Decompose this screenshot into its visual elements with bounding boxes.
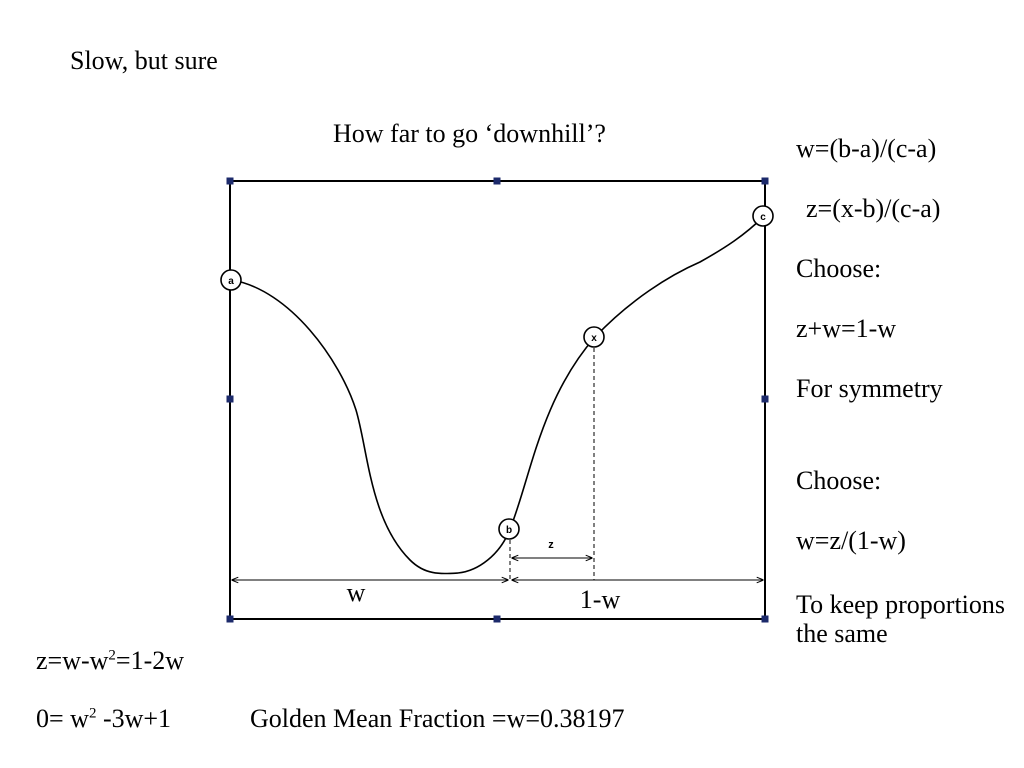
point-c-marker: c — [752, 205, 774, 227]
z-equation: z=w-w2=1-2w — [36, 648, 184, 674]
symmetry-equation: z+w=1-w — [796, 314, 897, 343]
handle-middle-right — [761, 395, 769, 403]
z-equation-lhs: z=w-w — [36, 646, 109, 675]
handle-middle-left — [226, 395, 234, 403]
z-equation-exponent: 2 — [108, 647, 116, 664]
diagram-frame — [229, 180, 766, 620]
point-c-label: c — [760, 212, 766, 223]
quadratic-lhs: 0= w — [36, 704, 89, 733]
golden-mean-result: Golden Mean Fraction =w=0.38197 — [250, 704, 625, 733]
proportion-note: To keep proportions the same — [796, 590, 1006, 649]
proportion-equation: w=z/(1-w) — [796, 526, 906, 555]
symmetry-note: For symmetry — [796, 374, 943, 403]
slide-title: Slow, but sure — [70, 46, 218, 75]
point-a-label: a — [228, 276, 234, 287]
diagram-question: How far to go ‘downhill’? — [333, 119, 606, 148]
handle-top-middle — [493, 177, 501, 185]
handle-bottom-middle — [493, 615, 501, 623]
choose-label-1: Choose: — [796, 254, 882, 283]
w-span-label: w — [347, 578, 366, 607]
quadratic-rhs: -3w+1 — [96, 704, 172, 733]
z-definition: z=(x-b)/(c-a) — [806, 194, 941, 223]
w-definition: w=(b-a)/(c-a) — [796, 134, 937, 163]
quadratic-exponent: 2 — [88, 705, 97, 722]
selection-handles — [226, 177, 769, 623]
point-a-marker: a — [220, 269, 242, 291]
point-x-label: x — [591, 333, 597, 344]
handle-bottom-right — [761, 615, 769, 623]
one-minus-w-span-label: 1-w — [580, 585, 621, 614]
handle-top-left — [226, 177, 234, 185]
z-equation-rhs: =1-2w — [115, 646, 185, 675]
handle-bottom-left — [226, 615, 234, 623]
function-curve — [231, 216, 764, 575]
z-span-label: z — [548, 539, 554, 551]
handle-top-right — [761, 177, 769, 185]
point-b-marker: b — [498, 518, 520, 540]
quadratic-equation: 0= w2 -3w+1 — [36, 706, 171, 732]
point-x-marker: x — [583, 326, 605, 348]
point-b-label: b — [506, 525, 512, 536]
choose-label-2: Choose: — [796, 466, 882, 495]
